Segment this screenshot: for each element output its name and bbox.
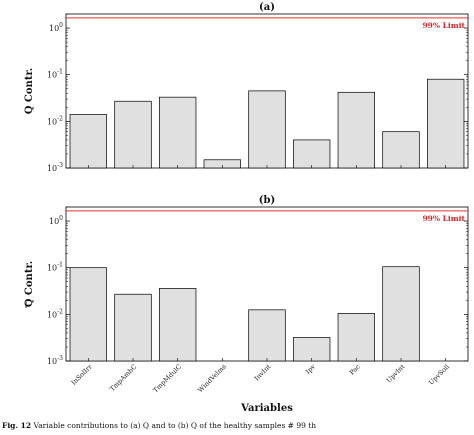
y-axis-label-1: Q Contr. xyxy=(24,261,35,308)
bar-TmpMdulC xyxy=(159,288,197,362)
x-tick-label: TmpMdulC xyxy=(151,363,183,395)
panel-title-0: (a) xyxy=(259,2,275,13)
x-tick-label: WindVelms xyxy=(196,363,227,394)
x-tick-label: TmpAmbC xyxy=(108,363,138,393)
bar-TmpMdulC xyxy=(159,96,197,169)
figure-caption: Fig. 12 Variable contributions to (a) Q … xyxy=(2,421,472,430)
bar-Pac xyxy=(337,313,375,362)
y-tick-label: 10-3 xyxy=(47,355,63,366)
y-tick-label: 10-3 xyxy=(47,162,63,173)
bar-UpvInt xyxy=(382,131,420,169)
bar-InSolIrr xyxy=(69,114,107,169)
x-axis-label: Variables xyxy=(240,403,293,414)
y-axis-label-0: Q Contr. xyxy=(24,68,35,115)
x-tick-label: UpvInt xyxy=(385,362,407,384)
limit-label-0: 99% Limit xyxy=(422,21,465,30)
x-tick-label: InSolIrr xyxy=(70,362,95,387)
bar-TmpAmbC xyxy=(114,100,152,169)
bar-TmpAmbC xyxy=(114,293,152,362)
bar-UpvInt xyxy=(382,266,420,362)
y-tick-label: 100 xyxy=(49,22,63,33)
panel-title-1: (b) xyxy=(259,195,275,206)
x-tick-label: UpvSoll xyxy=(427,363,451,387)
y-tick-label: 10-2 xyxy=(47,115,63,126)
bar-InSolIrr xyxy=(69,267,107,362)
limit-label-1: 99% Limit xyxy=(422,214,465,223)
y-tick-label: 10-1 xyxy=(47,69,63,80)
bar-Ipv xyxy=(293,139,331,169)
bar-Pac xyxy=(337,91,375,169)
y-tick-label: 10-1 xyxy=(47,262,63,273)
y-tick-label: 10-2 xyxy=(47,308,63,319)
y-tick-label: 100 xyxy=(49,215,63,226)
caption-prefix: Fig. 12 xyxy=(2,421,32,430)
caption-text: Variable contributions to (a) Q and to (… xyxy=(33,421,317,430)
x-tick-label: InvInt xyxy=(253,362,273,382)
x-tick-label: Pac xyxy=(348,363,362,377)
bar-UpvSoll xyxy=(427,78,465,169)
x-tick-label: Ipv xyxy=(304,363,317,376)
bar-InvInt xyxy=(248,90,286,169)
bar-Ipv xyxy=(293,337,331,362)
bar-InvInt xyxy=(248,309,286,362)
